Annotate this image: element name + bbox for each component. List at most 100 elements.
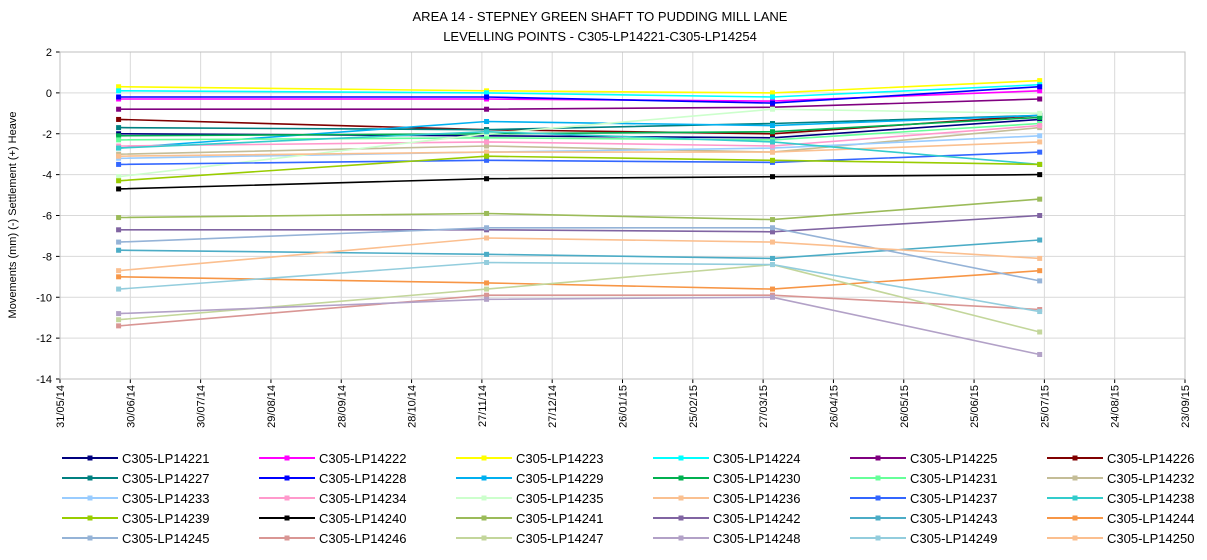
point-marker (484, 251, 490, 257)
legend-marker (284, 535, 290, 541)
point-marker (1037, 255, 1043, 261)
point-marker (484, 210, 490, 216)
legend-marker (87, 515, 93, 521)
point-marker (484, 157, 490, 163)
x-tick-label: 27/12/14 (547, 385, 559, 428)
point-marker (1037, 161, 1043, 167)
point-marker (1037, 329, 1043, 335)
point-marker (770, 294, 775, 300)
legend-marker (678, 515, 684, 521)
legend-marker (87, 495, 93, 501)
x-tick-label: 28/09/14 (336, 385, 348, 428)
legend-label: C305-LP14225 (910, 451, 997, 466)
legend-label: C305-LP14224 (713, 451, 800, 466)
point-marker (484, 286, 490, 292)
point-marker (770, 225, 775, 231)
point-marker (116, 106, 122, 112)
legend-marker (875, 475, 881, 481)
point-marker (770, 286, 775, 292)
legend-marker (875, 515, 881, 521)
legend-label: C305-LP14240 (319, 511, 406, 526)
chart-title: AREA 14 - STEPNEY GREEN SHAFT TO PUDDING… (413, 9, 788, 24)
series-line (118, 261, 1040, 313)
y-tick-label: -4 (42, 170, 52, 182)
series-line (118, 83, 1040, 98)
point-marker (770, 129, 775, 135)
legend-label: C305-LP14241 (516, 511, 603, 526)
series-line (118, 114, 1040, 131)
point-marker (484, 129, 490, 135)
y-tick-label: -2 (42, 129, 52, 141)
point-marker (116, 88, 122, 94)
x-tick-label: 25/07/15 (1039, 385, 1051, 428)
legend-marker (875, 455, 881, 461)
legend-label: C305-LP14228 (319, 471, 406, 486)
series-line (118, 214, 1040, 233)
legend-label: C305-LP14227 (122, 471, 209, 486)
y-tick-label: -12 (36, 333, 52, 345)
point-marker (770, 143, 775, 149)
y-axis-label: Movements (mm) (-) Settlement (+) Heave (7, 112, 19, 319)
series-line (118, 85, 1040, 104)
point-marker (770, 157, 775, 163)
legend-label: C305-LP14231 (910, 471, 997, 486)
legend-label: C305-LP14244 (1107, 511, 1194, 526)
point-marker (770, 149, 775, 155)
point-marker (1037, 196, 1043, 202)
legend-marker (284, 475, 290, 481)
legend-marker (87, 455, 93, 461)
point-marker (116, 84, 122, 90)
series-line (118, 294, 1040, 327)
point-marker (484, 149, 490, 155)
legend-label: C305-LP14238 (1107, 491, 1194, 506)
series-line (118, 98, 1040, 110)
legend-label: C305-LP14221 (122, 451, 209, 466)
point-marker (770, 229, 775, 235)
legend-label: C305-LP14243 (910, 511, 997, 526)
point-marker (116, 247, 122, 253)
x-tick-label: 29/08/14 (266, 385, 278, 428)
legend-label: C305-LP14233 (122, 491, 209, 506)
point-marker (1037, 149, 1043, 155)
point-marker (1037, 172, 1043, 178)
legend-marker (1072, 495, 1078, 501)
series-line (118, 126, 1040, 155)
legend-label: C305-LP14239 (122, 511, 209, 526)
legend-marker (875, 495, 881, 501)
series-line (118, 198, 1040, 221)
legend-marker (284, 455, 290, 461)
x-tick-label: 25/02/15 (688, 385, 700, 428)
series-line (118, 141, 1040, 157)
x-tick-label: 28/10/14 (407, 385, 419, 428)
legend-label: C305-LP14232 (1107, 471, 1194, 486)
point-marker (770, 100, 775, 106)
point-marker (770, 239, 775, 245)
series-line (118, 296, 1040, 356)
point-marker (770, 94, 775, 100)
legend-marker (875, 535, 881, 541)
point-marker (116, 153, 122, 159)
point-marker (1037, 133, 1043, 139)
legend-marker (1072, 475, 1078, 481)
series-line (118, 108, 1040, 178)
point-marker (116, 317, 122, 323)
legend-label: C305-LP14242 (713, 511, 800, 526)
legend-marker (678, 535, 684, 541)
legend-label: C305-LP14245 (122, 531, 209, 546)
legend-label: C305-LP14248 (713, 531, 800, 546)
point-marker (116, 286, 122, 292)
point-marker (116, 311, 122, 317)
point-marker (770, 139, 775, 145)
point-marker (484, 176, 490, 182)
point-marker (484, 235, 490, 241)
series-line (118, 239, 1040, 260)
point-marker (770, 217, 775, 223)
point-marker (116, 125, 122, 131)
legend-marker (284, 495, 290, 501)
legend-label: C305-LP14236 (713, 491, 800, 506)
point-marker (1037, 78, 1043, 84)
chart-subtitle: LEVELLING POINTS - C305-LP14221-C305-LP1… (443, 29, 757, 44)
series-line (118, 263, 1040, 333)
legend-marker (481, 495, 487, 501)
